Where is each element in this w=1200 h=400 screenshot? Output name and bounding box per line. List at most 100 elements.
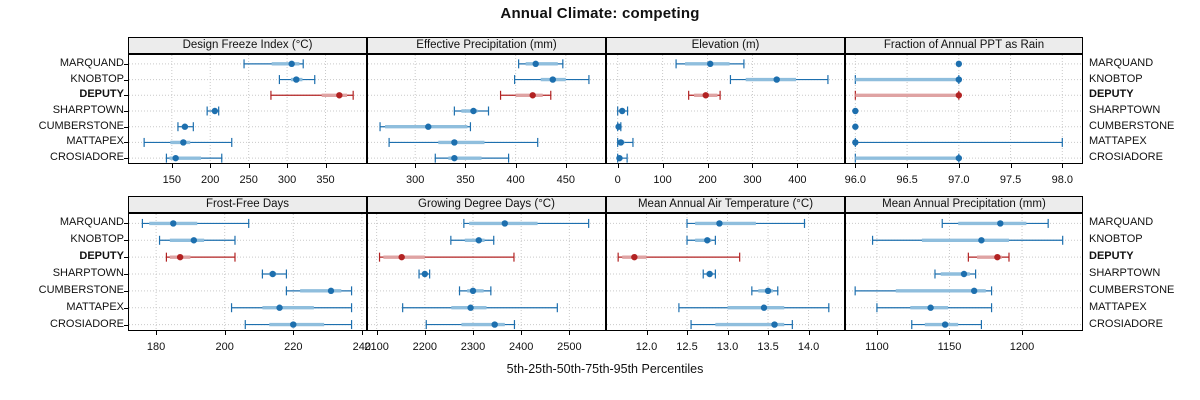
x-tick bbox=[808, 331, 810, 335]
median-dot bbox=[704, 237, 711, 244]
median-dot bbox=[501, 220, 509, 227]
panel-border bbox=[606, 213, 845, 331]
median-dot bbox=[997, 220, 1004, 227]
x-tick-label: 200 bbox=[698, 174, 717, 186]
site-label-right: SHARPTOWN bbox=[1089, 104, 1161, 116]
median-dot bbox=[293, 76, 300, 83]
panel-border bbox=[128, 54, 367, 164]
site-label-left: MARQUAND bbox=[59, 56, 124, 69]
x-tick-label: 2200 bbox=[412, 341, 438, 353]
x-tick bbox=[156, 331, 158, 335]
x-tick bbox=[465, 164, 467, 168]
x-tick-label: 350 bbox=[456, 174, 475, 186]
site-label-left: CUMBERSTONE bbox=[38, 119, 124, 132]
median-dot bbox=[336, 92, 343, 99]
x-tick-label: 2300 bbox=[460, 341, 486, 353]
median-dot bbox=[631, 253, 638, 261]
median-dot bbox=[960, 270, 968, 278]
x-tick-label: 12.5 bbox=[676, 341, 698, 353]
x-tick-label: 400 bbox=[506, 174, 525, 186]
chart-title: Annual Climate: competing bbox=[500, 5, 700, 22]
site-label-left: CUMBERSTONE bbox=[38, 283, 124, 296]
x-tick bbox=[768, 331, 770, 335]
x-tick-label: 98.0 bbox=[1051, 174, 1074, 186]
site-label-left: SHARPTOWN bbox=[52, 267, 124, 279]
median-dot bbox=[955, 76, 963, 83]
median-dot bbox=[615, 123, 622, 130]
axis-caption: 5th-25th-50th-75th-95th Percentiles bbox=[506, 362, 704, 376]
site-axis-tick bbox=[124, 240, 128, 241]
median-dot bbox=[532, 60, 539, 68]
x-tick bbox=[1010, 164, 1012, 168]
median-dot bbox=[618, 107, 626, 115]
panel-strip: Frost-Free Days bbox=[128, 196, 367, 213]
median-dot bbox=[190, 237, 198, 244]
site-label-right: CUMBERSTONE bbox=[1089, 119, 1175, 132]
x-tick-label: 1200 bbox=[1009, 341, 1035, 353]
x-tick bbox=[210, 164, 212, 168]
site-label-left: KNOBTOP bbox=[70, 233, 124, 246]
x-tick bbox=[224, 331, 226, 335]
site-label-right: MATTAPEX bbox=[1089, 300, 1147, 313]
x-tick-label: 0 bbox=[614, 174, 621, 186]
x-tick bbox=[752, 164, 754, 168]
site-label-right: KNOBTOP bbox=[1089, 233, 1143, 246]
x-tick bbox=[949, 331, 951, 335]
x-tick bbox=[727, 331, 729, 335]
panel-strip: Design Freeze Index (°C) bbox=[128, 37, 367, 54]
x-tick-label: 300 bbox=[406, 174, 425, 186]
x-tick bbox=[569, 331, 571, 335]
panel-canvas bbox=[845, 54, 1083, 164]
x-tick-label: 2500 bbox=[557, 341, 582, 353]
x-tick-label: 300 bbox=[743, 174, 762, 186]
median-dot bbox=[176, 253, 184, 261]
site-axis-tick bbox=[124, 274, 128, 275]
panel-plot bbox=[845, 54, 1083, 164]
panel-plot bbox=[367, 54, 606, 164]
x-tick-label: 13.0 bbox=[716, 341, 739, 353]
median-dot bbox=[852, 107, 859, 115]
x-tick bbox=[415, 164, 417, 168]
site-axis-tick bbox=[124, 127, 128, 128]
x-tick bbox=[171, 164, 173, 168]
site-axis-tick bbox=[124, 325, 128, 326]
site-axis-tick bbox=[124, 223, 128, 224]
x-tick bbox=[617, 164, 619, 168]
median-dot bbox=[451, 154, 458, 162]
site-axis-tick bbox=[124, 80, 128, 81]
site-axis-tick bbox=[124, 291, 128, 292]
x-tick-label: 450 bbox=[556, 174, 576, 186]
median-dot bbox=[549, 76, 556, 83]
median-dot bbox=[760, 304, 768, 311]
panel-border bbox=[367, 213, 606, 331]
site-label-left: SHARPTOWN bbox=[52, 104, 124, 116]
median-dot bbox=[172, 154, 179, 162]
median-dot bbox=[617, 139, 625, 146]
panel-strip: Elevation (m) bbox=[606, 37, 845, 54]
panel-canvas bbox=[128, 213, 367, 331]
x-tick-label: 96.5 bbox=[896, 174, 918, 186]
site-label-right: CROSIADORE bbox=[1089, 317, 1163, 330]
x-tick bbox=[565, 164, 567, 168]
median-dot bbox=[970, 287, 978, 295]
x-tick-label: 220 bbox=[284, 341, 303, 353]
x-tick-label: 150 bbox=[162, 174, 181, 186]
site-axis-tick bbox=[124, 111, 128, 112]
median-dot bbox=[467, 304, 474, 311]
x-tick-label: 1150 bbox=[937, 341, 962, 353]
site-label-left: DEPUTY bbox=[79, 88, 124, 101]
median-dot bbox=[702, 92, 709, 99]
median-dot bbox=[529, 92, 536, 99]
median-dot bbox=[955, 154, 963, 162]
median-dot bbox=[955, 92, 963, 99]
median-dot bbox=[707, 60, 714, 68]
site-label-right: CROSIADORE bbox=[1089, 151, 1163, 164]
x-tick-label: 350 bbox=[316, 174, 335, 186]
x-tick bbox=[287, 164, 289, 168]
x-tick-label: 12.0 bbox=[635, 341, 658, 353]
panel-strip: Fraction of Annual PPT as Rain bbox=[845, 37, 1083, 54]
x-tick bbox=[1062, 164, 1064, 168]
x-tick bbox=[521, 331, 523, 335]
site-label-left: MATTAPEX bbox=[66, 135, 124, 148]
median-dot bbox=[955, 60, 963, 68]
